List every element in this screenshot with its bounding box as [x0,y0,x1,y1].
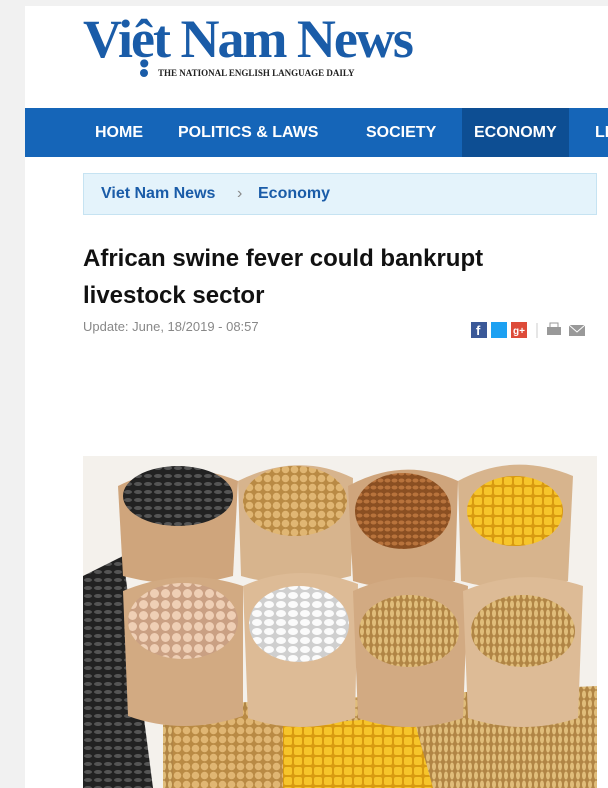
logo[interactable]: Việt Nam News [83,9,414,69]
print-icon[interactable] [547,327,561,335]
article-title: African swine fever could bankrupt lives… [83,245,484,309]
sacks [118,464,583,727]
logo-dot [140,69,148,77]
nav-item[interactable]: SOCIETY [366,124,437,141]
nav-item[interactable]: LIFE [595,124,608,141]
share-icons: f g+ [471,322,586,338]
twitter-icon[interactable] [491,322,507,338]
breadcrumb: Viet Nam News › Economy [83,173,597,215]
gplus-icon[interactable] [511,322,527,338]
svg-text:f: f [476,323,481,338]
nav-bar: HOME POLITICS & LAWS SOCIETY ECONOMY LIFE [25,108,608,157]
update-time: Update: June, 18/2019 - 08:57 [83,319,259,334]
breadcrumb-separator: › [237,185,243,202]
article-image[interactable] [83,456,597,788]
facebook-icon[interactable] [471,322,487,338]
nav-item[interactable]: HOME [95,124,143,141]
nav-item[interactable]: ECONOMY [462,108,569,157]
breadcrumb-link[interactable]: Economy [258,185,331,202]
page: Việt Nam News THE NATIONAL ENGLISH LANGU… [25,6,608,788]
mail-icon[interactable] [569,325,585,336]
svg-text:g+: g+ [513,326,525,337]
breadcrumb-link[interactable]: Viet Nam News [101,185,216,202]
tagline: THE NATIONAL ENGLISH LANGUAGE DAILY [158,68,355,78]
nav-item[interactable]: POLITICS & LAWS [178,124,319,141]
